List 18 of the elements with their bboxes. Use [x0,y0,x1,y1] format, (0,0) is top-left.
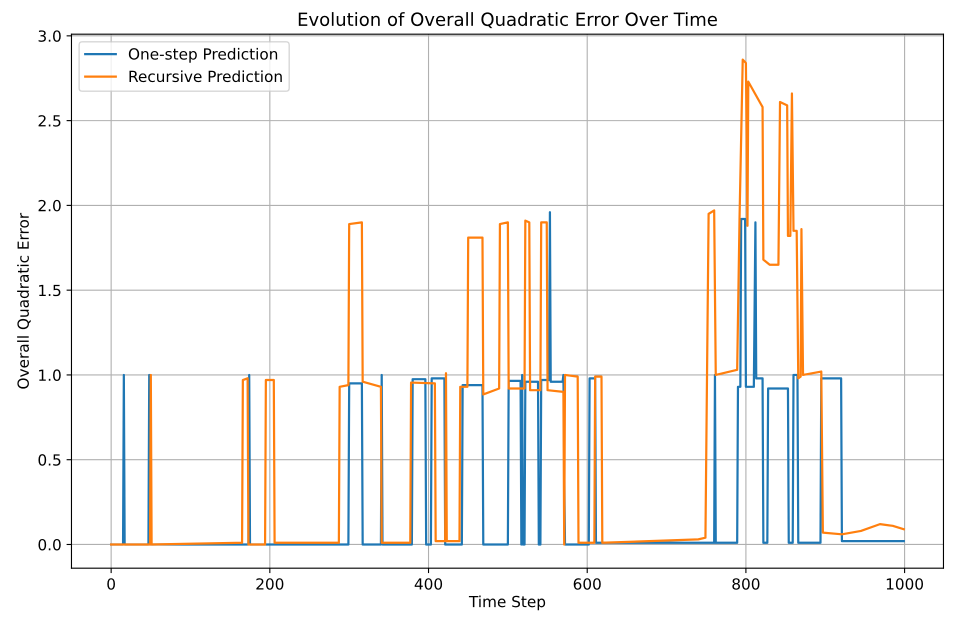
x-axis-title: Time Step [468,596,546,610]
x-tick-label: 1000 [886,578,924,590]
y-tick-label: 1.0 [39,369,61,381]
legend-label: One-step Prediction [128,48,278,63]
x-tick-label: 800 [732,578,760,590]
y-tick-label: 2.5 [38,115,60,127]
legend-label: Recursive Prediction [130,70,282,82]
chart-title: Evolution of Overall Quadratic Error Over Time [298,12,717,28]
x-tick-label: 400 [414,578,442,590]
y-axis-title: Overall Quadratic Error [17,212,31,389]
y-tick-label: 0.5 [38,454,60,466]
y-tick-label: 2.0 [38,200,61,212]
y-tick-label: 3.0 [38,30,61,42]
x-tick-label: 0 [107,578,115,590]
x-tick-label: 200 [256,578,284,590]
y-tick-label: 0.0 [38,538,61,550]
y-tick-label: 1.5 [39,284,60,296]
x-tick-label: 600 [574,578,601,590]
